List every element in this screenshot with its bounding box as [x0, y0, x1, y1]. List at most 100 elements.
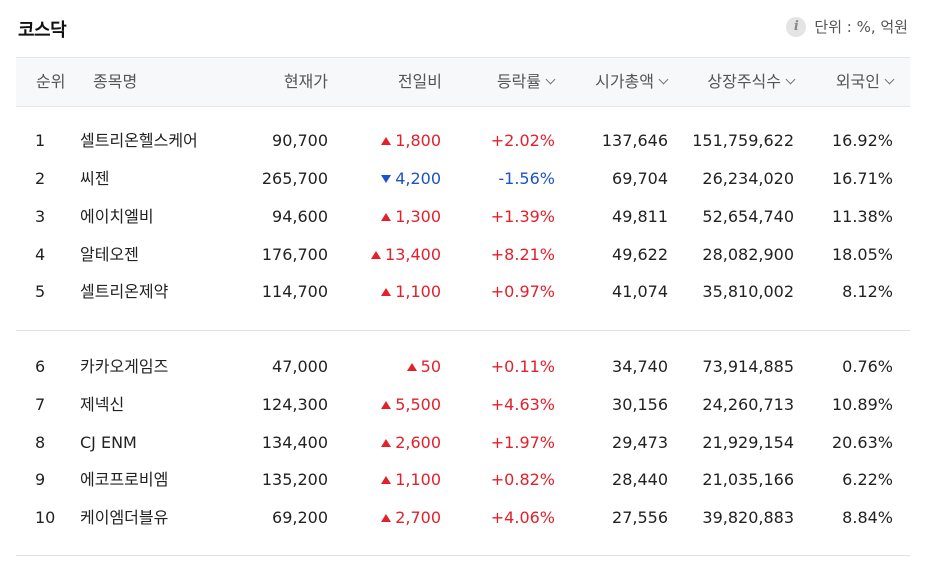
market-cap-cell: 27,556 — [612, 508, 668, 527]
shares-cell: 151,759,622 — [692, 131, 794, 150]
header-change: 전일비 — [397, 72, 442, 91]
shares-cell: 26,234,020 — [702, 169, 794, 188]
price-cell: 176,700 — [261, 245, 328, 264]
down-triangle-icon — [381, 175, 392, 183]
market-cap-cell: 137,646 — [601, 131, 668, 150]
change-cell: 1,100 — [321, 273, 441, 310]
table-row[interactable]: 4 알테오젠 176,700 13,400 +8.21% 49,622 28,082,900… — [16, 236, 910, 273]
header-market-cap-sort[interactable]: 시가총액 — [595, 58, 669, 106]
rate-cell: +0.11% — [490, 357, 555, 376]
stock-name-link[interactable]: 카카오게임즈 — [80, 357, 169, 376]
up-triangle-icon — [381, 401, 392, 409]
rank-cell: 9 — [35, 470, 46, 489]
header-rate-sort[interactable]: 등락률 — [497, 58, 556, 106]
change-value: 1,100 — [395, 470, 441, 489]
foreign-cell: 16.92% — [831, 131, 893, 150]
rank-cell: 7 — [35, 395, 46, 414]
rate-cell: +0.82% — [490, 470, 555, 489]
up-triangle-icon — [381, 137, 392, 145]
foreign-cell: 18.05% — [831, 245, 893, 264]
foreign-cell: 20.63% — [831, 433, 893, 452]
stock-name-link[interactable]: 알테오젠 — [80, 245, 139, 264]
up-triangle-icon — [381, 514, 392, 522]
market-cap-cell: 28,440 — [612, 470, 668, 489]
stock-name-link[interactable]: 제넥신 — [80, 395, 125, 414]
market-cap-cell: 69,704 — [612, 169, 668, 188]
stock-name-link[interactable]: 씨젠 — [80, 169, 110, 188]
shares-cell: 21,035,166 — [702, 470, 794, 489]
price-cell: 114,700 — [261, 282, 328, 301]
table-row[interactable]: 6 카카오게임즈 47,000 50 +0.11% 34,740 73,914,885 0.7… — [16, 348, 910, 385]
rank-cell: 5 — [35, 282, 46, 301]
shares-cell: 39,820,883 — [702, 508, 794, 527]
rank-cell: 3 — [35, 207, 46, 226]
change-cell: 1,300 — [321, 198, 441, 235]
rate-cell: +0.97% — [490, 282, 555, 301]
change-cell: 13,400 — [321, 236, 441, 273]
change-cell: 1,100 — [321, 461, 441, 498]
rate-cell: +1.39% — [490, 207, 555, 226]
header-shares-sort[interactable]: 상장주식수 — [707, 58, 796, 106]
rank-cell: 2 — [35, 169, 46, 188]
market-cap-cell: 41,074 — [612, 282, 668, 301]
change-value: 1,100 — [395, 282, 441, 301]
table-row[interactable]: 7 제넥신 124,300 5,500 +4.63% 30,156 24,260,713 10… — [16, 386, 910, 423]
change-cell: 5,500 — [321, 386, 441, 423]
stock-name-link[interactable]: 케이엠더블유 — [80, 508, 169, 527]
chevron-down-icon — [658, 74, 669, 85]
market-cap-cell: 49,622 — [612, 245, 668, 264]
price-cell: 69,200 — [272, 508, 328, 527]
change-value: 1,300 — [395, 207, 441, 226]
up-triangle-icon — [381, 213, 392, 221]
table-row[interactable]: 1 셀트리온헬스케어 90,700 1,800 +2.02% 137,646 151,759… — [16, 122, 910, 159]
foreign-cell: 10.89% — [831, 395, 893, 414]
table-row[interactable]: 8 CJ ENM 134,400 2,600 +1.97% 29,473 21,929,15… — [16, 424, 910, 461]
stock-name-link[interactable]: 셀트리온제약 — [80, 282, 169, 301]
stock-name-link[interactable]: 에이치엘비 — [80, 207, 154, 226]
chevron-down-icon — [545, 74, 556, 85]
foreign-cell: 16.71% — [831, 169, 893, 188]
table-row[interactable]: 9 에코프로비엠 135,200 1,100 +0.82% 28,440 21,035,16… — [16, 461, 910, 498]
market-cap-cell: 30,156 — [612, 395, 668, 414]
stock-name-link[interactable]: CJ ENM — [80, 433, 137, 452]
stock-name-link[interactable]: 셀트리온헬스케어 — [80, 131, 198, 150]
shares-cell: 24,260,713 — [702, 395, 794, 414]
up-triangle-icon — [381, 288, 392, 296]
table-header: 순위 종목명 현재가 전일비 등락률 시가총액 상장주식수 외국인 — [16, 57, 910, 107]
change-value: 50 — [420, 357, 441, 376]
rate-cell: -1.56% — [498, 169, 555, 188]
up-triangle-icon — [406, 363, 417, 371]
info-icon[interactable]: i — [786, 16, 807, 37]
table-row[interactable]: 5 셀트리온제약 114,700 1,100 +0.97% 41,074 35,810,00… — [16, 273, 910, 310]
up-triangle-icon — [381, 476, 392, 484]
rank-cell: 1 — [35, 131, 46, 150]
table-row[interactable]: 2 씨젠 265,700 4,200 -1.56% 69,704 26,234,020 16.… — [16, 160, 910, 197]
rate-cell: +8.21% — [490, 245, 555, 264]
rate-cell: +4.63% — [490, 395, 555, 414]
price-cell: 265,700 — [261, 169, 328, 188]
unit-info: i 단위 : %, 억원 — [786, 16, 908, 37]
change-cell: 1,800 — [321, 122, 441, 159]
foreign-cell: 11.38% — [831, 207, 893, 226]
up-triangle-icon — [381, 439, 392, 447]
price-cell: 135,200 — [261, 470, 328, 489]
price-cell: 124,300 — [261, 395, 328, 414]
price-cell: 94,600 — [272, 207, 328, 226]
foreign-cell: 8.12% — [842, 282, 893, 301]
market-cap-cell: 49,811 — [612, 207, 668, 226]
rank-cell: 4 — [35, 245, 46, 264]
shares-cell: 28,082,900 — [702, 245, 794, 264]
shares-cell: 52,654,740 — [702, 207, 794, 226]
header-foreign-sort[interactable]: 외국인 — [836, 58, 895, 106]
stock-name-link[interactable]: 에코프로비엠 — [80, 470, 169, 489]
change-cell: 2,600 — [321, 424, 441, 461]
market-cap-cell: 34,740 — [612, 357, 668, 376]
chevron-down-icon — [884, 74, 895, 85]
market-cap-cell: 29,473 — [612, 433, 668, 452]
table-row[interactable]: 10 케이엠더블유 69,200 2,700 +4.06% 27,556 39,820,88… — [16, 499, 910, 536]
change-value: 2,600 — [395, 433, 441, 452]
chevron-down-icon — [785, 74, 796, 85]
group-divider — [16, 330, 910, 331]
header-name: 종목명 — [93, 72, 138, 91]
table-row[interactable]: 3 에이치엘비 94,600 1,300 +1.39% 49,811 52,654,740 1… — [16, 198, 910, 235]
